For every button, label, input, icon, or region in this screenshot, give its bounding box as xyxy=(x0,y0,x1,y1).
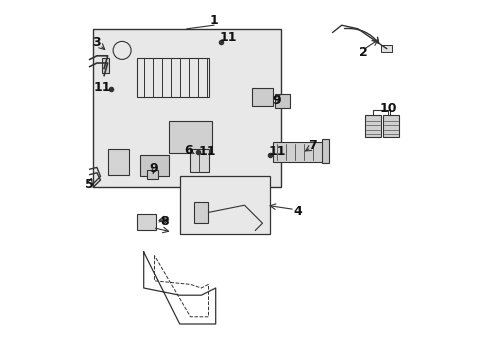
Text: 10: 10 xyxy=(379,102,396,114)
Text: 1: 1 xyxy=(209,14,218,27)
Text: 5: 5 xyxy=(84,178,93,191)
Bar xyxy=(136,214,156,230)
Bar xyxy=(189,148,209,172)
Bar xyxy=(140,155,168,176)
Bar xyxy=(93,29,280,187)
Bar xyxy=(251,88,273,106)
Text: 2: 2 xyxy=(358,46,367,59)
Text: 3: 3 xyxy=(92,36,101,49)
Bar xyxy=(194,202,208,223)
Text: 8: 8 xyxy=(160,215,168,228)
Text: 9: 9 xyxy=(272,94,281,107)
Bar xyxy=(179,176,269,234)
Text: 11: 11 xyxy=(268,145,286,158)
Bar xyxy=(107,149,129,175)
Text: 6: 6 xyxy=(183,144,192,157)
Bar xyxy=(273,142,323,162)
Text: 7: 7 xyxy=(308,139,317,152)
Text: 9: 9 xyxy=(149,162,158,175)
Bar xyxy=(275,94,289,108)
Text: 11: 11 xyxy=(219,31,237,44)
Bar xyxy=(136,58,208,97)
Text: 4: 4 xyxy=(293,205,302,218)
Text: 11: 11 xyxy=(199,145,216,158)
Bar xyxy=(102,58,109,73)
Bar xyxy=(147,170,158,179)
Bar xyxy=(321,139,328,163)
Text: 11: 11 xyxy=(93,81,111,94)
Bar xyxy=(168,121,212,153)
Bar xyxy=(382,115,399,137)
Bar xyxy=(365,115,381,137)
Bar xyxy=(381,45,391,52)
